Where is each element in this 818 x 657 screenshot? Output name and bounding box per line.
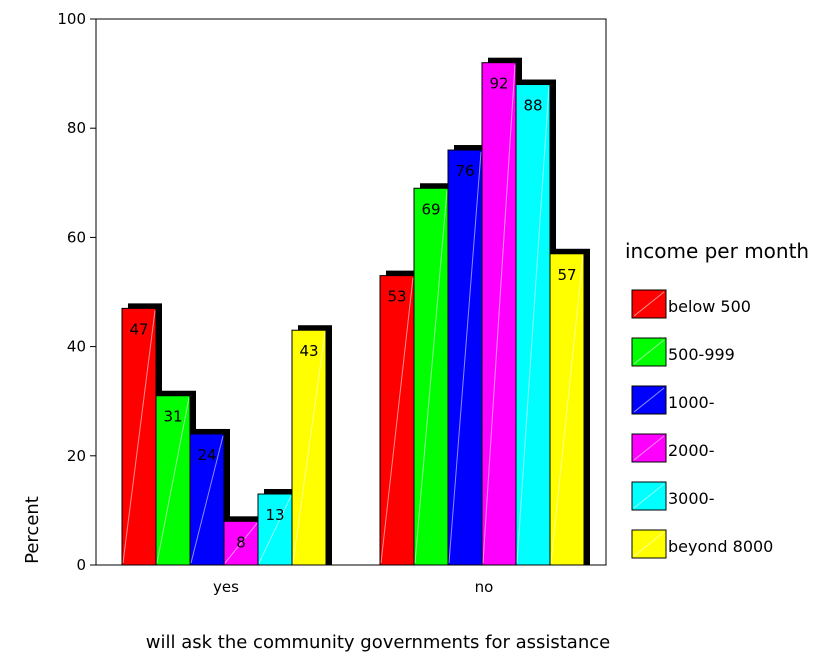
bar-highlight [516,86,550,564]
legend-swatch-highlight [633,531,665,557]
bar-highlight [414,190,448,564]
bar-value-label: 76 [455,162,474,180]
legend-swatch-highlight [633,435,665,461]
legend-label: 500-999 [668,345,735,364]
legend-label: 2000- [668,441,715,460]
legend-swatch-highlight [633,483,665,509]
bar-value-label: 24 [197,446,216,464]
bar-highlight [448,152,482,564]
legend-label: below 500 [668,297,751,316]
y-tick-label: 60 [67,228,86,246]
y-tick-label: 40 [67,338,86,356]
bar-value-label: 88 [523,97,542,115]
y-tick-label: 0 [76,556,86,574]
bar-highlight [482,64,516,564]
legend-title: income per month [625,239,809,263]
legend-label: beyond 8000 [668,537,773,556]
bar-value-label: 31 [163,408,182,426]
legend-swatch-highlight [633,291,665,317]
legend-swatch-highlight [633,339,665,365]
bar-value-label: 57 [557,266,576,284]
legend-label: 3000- [668,489,715,508]
bar-highlight [292,332,326,564]
y-tick-label: 20 [67,447,86,465]
legend-swatch-highlight [633,387,665,413]
bar-highlight [258,495,292,564]
bar-highlight [190,435,224,564]
bar-value-label: 69 [421,200,440,218]
bar-value-label: 47 [129,320,148,338]
y-tick-label: 100 [57,10,86,28]
bar-value-label: 53 [387,288,406,306]
x-tick-label: yes [213,578,239,596]
bar-highlight [550,255,584,564]
legend-label: 1000- [668,393,715,412]
bar-highlight [380,277,414,564]
bar-highlight [122,310,156,564]
bar-value-label: 92 [489,75,508,93]
bar-value-label: 8 [236,533,246,551]
bar-value-label: 13 [265,506,284,524]
x-axis-title: will ask the community governments for a… [146,632,610,653]
y-tick-label: 80 [67,119,86,137]
plot-frame [95,18,607,566]
y-axis-title: Percent [22,496,43,564]
x-tick-label: no [475,578,494,596]
bar-highlight [156,397,190,564]
bar-highlight [224,523,258,564]
bar-value-label: 43 [299,342,318,360]
